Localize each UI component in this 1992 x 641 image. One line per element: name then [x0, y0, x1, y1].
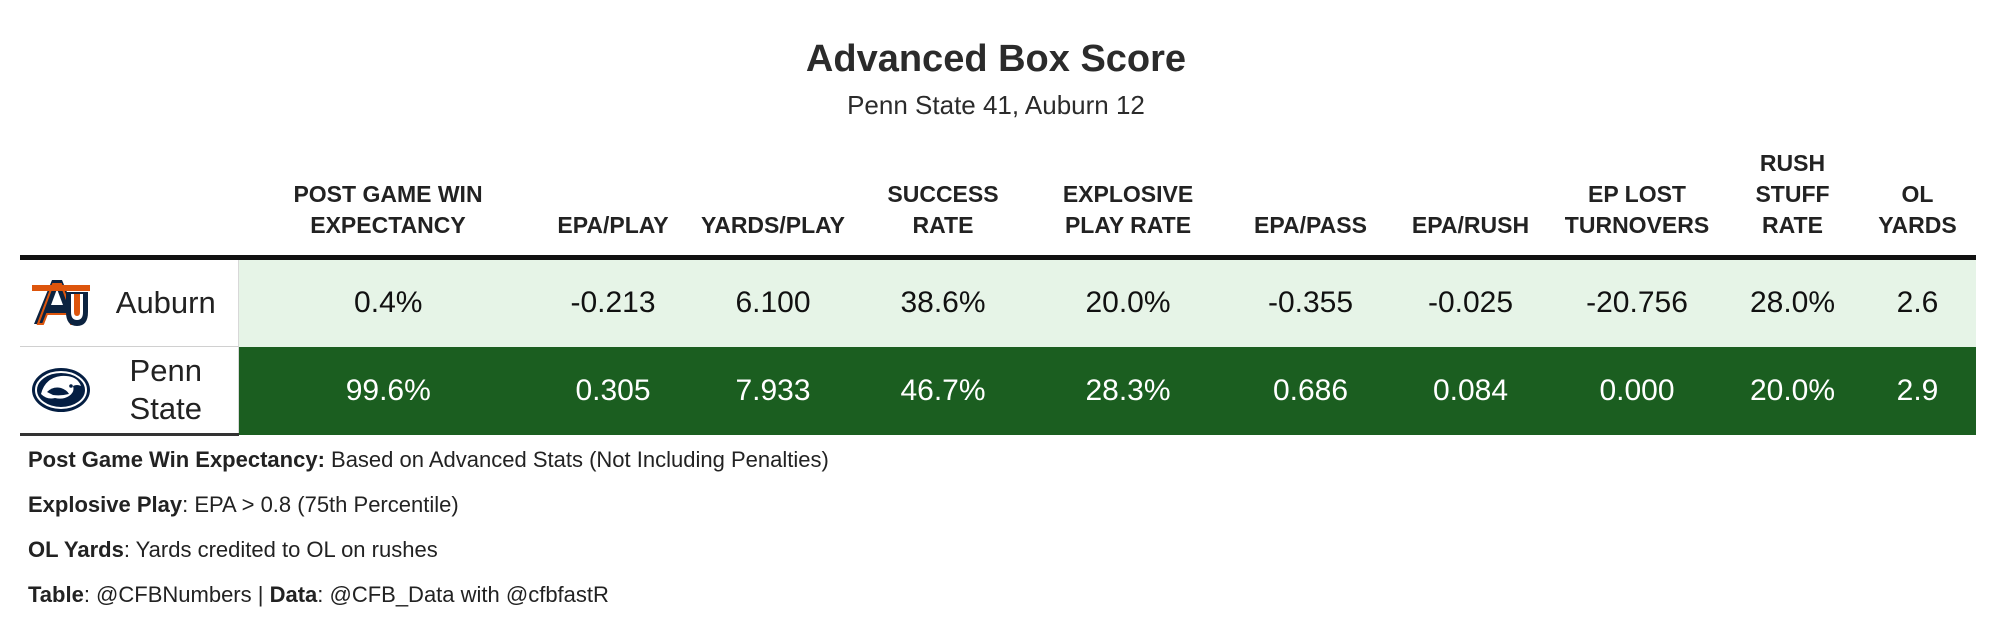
- column-header-rush-stuff-rate: Rush Stuff Rate: [1726, 148, 1859, 260]
- team-cell: Penn State: [20, 346, 239, 436]
- table-cell: 20.0%: [1726, 346, 1859, 435]
- table-cell: 0.084: [1393, 346, 1548, 435]
- column-header-win-expectancy: Post Game Win Expectancy: [238, 148, 538, 260]
- table-cell: -0.355: [1228, 257, 1393, 347]
- column-header-ol-yards: OL Yards: [1859, 148, 1976, 260]
- footnote-credits: Table: @CFBNumbers | Data: @CFB_Data wit…: [28, 580, 829, 625]
- footnote-explosive-play: Explosive Play: EPA > 0.8 (75th Percenti…: [28, 490, 829, 535]
- team-column-header: [20, 148, 238, 260]
- footnote-text: : EPA > 0.8 (75th Percentile): [182, 492, 459, 517]
- table-cell: 0.4%: [238, 257, 538, 347]
- column-header-epa-play: EPA/Play: [538, 148, 688, 260]
- box-score-table: Post Game Win Expectancy EPA/Play Yards/…: [20, 148, 1976, 436]
- table-cell: 0.305: [538, 346, 688, 435]
- table-cell: 0.686: [1228, 346, 1393, 435]
- footnote-ol-yards: OL Yards: Yards credited to OL on rushes: [28, 535, 829, 580]
- table-cell: 0.000: [1548, 346, 1726, 435]
- footnote-label: Data: [269, 582, 318, 607]
- table-cell: 28.0%: [1726, 257, 1859, 347]
- auburn-au-logo-icon: [28, 270, 94, 336]
- table-cell: 28.3%: [1028, 346, 1228, 435]
- footnote-label: Explosive Play: [28, 492, 183, 517]
- footnote-text: : @CFBNumbers |: [83, 582, 270, 607]
- header-row: Post Game Win Expectancy EPA/Play Yards/…: [20, 148, 1976, 260]
- column-header-ep-lost-turnovers: EP Lost Turnovers: [1548, 148, 1726, 260]
- table-cell: 20.0%: [1028, 257, 1228, 347]
- table-cell: 38.6%: [858, 257, 1028, 347]
- page-subtitle: Penn State 41, Auburn 12: [847, 90, 1145, 120]
- footnote-label: OL Yards: [28, 537, 124, 562]
- footnote-text: : Yards credited to OL on rushes: [123, 537, 438, 562]
- penn-state-nittany-lion-logo-icon: [28, 357, 94, 423]
- column-header-epa-pass: EPA/Pass: [1228, 148, 1393, 260]
- footnote-win-expectancy: Post Game Win Expectancy: Based on Advan…: [28, 445, 829, 490]
- footnote-text: : @CFB_Data with @cfbfastR: [317, 582, 609, 607]
- column-header-explosive-play-rate: Explosive Play Rate: [1028, 148, 1228, 260]
- footnotes: Post Game Win Expectancy: Based on Advan…: [28, 445, 829, 625]
- footnote-text: Based on Advanced Stats (Not Including P…: [324, 447, 829, 472]
- page-title: Advanced Box Score: [805, 38, 1187, 80]
- table-cell: 2.9: [1859, 346, 1976, 435]
- table-cell: -0.025: [1393, 257, 1548, 347]
- footnote-label: Post Game Win Expectancy:: [28, 447, 325, 472]
- footnote-label: Table: [28, 582, 84, 607]
- column-header-success-rate: Success Rate: [858, 148, 1028, 260]
- table-row: Penn State 99.6% 0.305 7.933 46.7% 28.3%…: [20, 346, 1976, 436]
- table-cell: 46.7%: [858, 346, 1028, 435]
- table-cell: 7.933: [688, 346, 858, 435]
- table-cell: 99.6%: [238, 346, 538, 435]
- column-header-epa-rush: EPA/Rush: [1393, 148, 1548, 260]
- table-cell: -0.213: [538, 257, 688, 347]
- table-cell: -20.756: [1548, 257, 1726, 347]
- table-row: Auburn 0.4% -0.213 6.100 38.6% 20.0% -0.…: [20, 257, 1976, 347]
- table-cell: 2.6: [1859, 257, 1976, 347]
- table-cell: 6.100: [688, 257, 858, 347]
- team-name: Penn State: [129, 353, 202, 426]
- team-name: Auburn: [115, 285, 216, 320]
- column-header-yards-play: Yards/Play: [688, 148, 858, 260]
- team-cell: Auburn: [20, 257, 239, 347]
